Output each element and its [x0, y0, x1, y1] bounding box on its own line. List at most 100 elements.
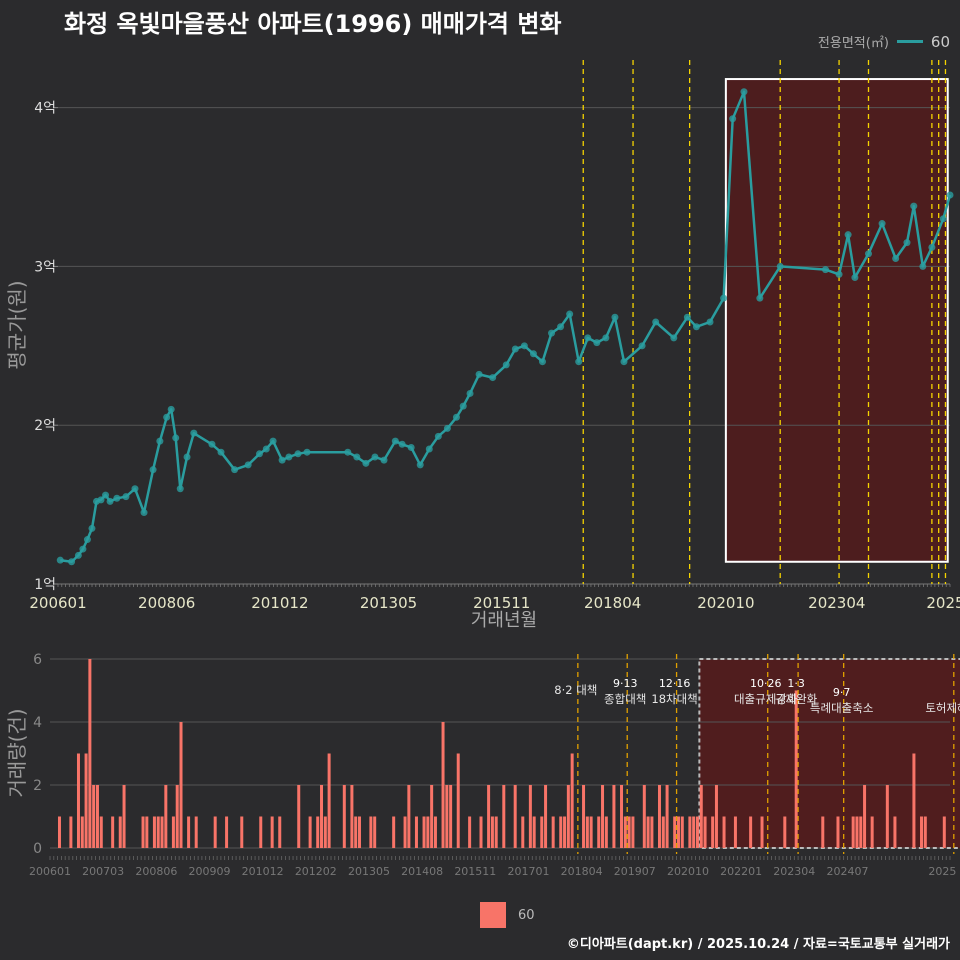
x-tick-label: 202010 [697, 594, 754, 612]
policy-annotation-label: 토허제해제 [925, 701, 960, 715]
volume-bar [851, 816, 855, 848]
volume-bar [84, 753, 88, 848]
bar-y-tick-label: 0 [33, 841, 42, 857]
volume-bar [69, 816, 73, 848]
price-point [776, 262, 784, 270]
volume-bar [612, 785, 616, 848]
bar-x-tick-label: 201012 [242, 865, 284, 878]
price-point [303, 448, 311, 456]
price-point [864, 250, 872, 258]
price-point [88, 524, 96, 532]
price-point [821, 266, 829, 274]
volume-bar [703, 816, 707, 848]
volume-bar [521, 816, 525, 848]
bar-x-tick-label: 201804 [561, 865, 603, 878]
legend-title: 전용면적(㎡) [817, 36, 889, 51]
volume-bar [688, 816, 692, 848]
volume-bar [156, 816, 160, 848]
price-point [83, 536, 91, 544]
volume-bar [836, 816, 840, 848]
bar-x-tick-label: 201511 [454, 865, 496, 878]
volume-bar [859, 816, 863, 848]
price-point [459, 402, 467, 410]
price-point [611, 313, 619, 321]
price-point [892, 254, 900, 262]
price-point [475, 370, 483, 378]
price-point [434, 432, 442, 440]
price-point [466, 389, 474, 397]
price-point [946, 191, 954, 199]
volume-bar [88, 659, 92, 848]
volume-bar [122, 785, 126, 848]
volume-bar [95, 785, 99, 848]
volume-bar [422, 816, 426, 848]
bar-x-tick-label: 201305 [348, 865, 390, 878]
price-point [720, 294, 728, 302]
volume-bar [585, 816, 589, 848]
x-tick-label: 201804 [584, 594, 641, 612]
policy-annotation-date: 1·3 [787, 677, 805, 690]
volume-bar [620, 785, 624, 848]
price-point [835, 270, 843, 278]
legend-line-swatch [896, 40, 923, 43]
volume-bar [821, 816, 825, 848]
y-tick-label: 4억 [34, 101, 56, 117]
volume-bar [646, 816, 650, 848]
y-tick-label: 3억 [34, 259, 56, 275]
volume-bar [426, 816, 430, 848]
price-point [928, 243, 936, 251]
price-point [511, 345, 519, 353]
volume-bar [357, 816, 361, 848]
volume-bar [885, 785, 889, 848]
price-point [140, 509, 148, 517]
bar-x-tick-label: 202010 [667, 865, 709, 878]
bar-x-tick-label: 200703 [82, 865, 124, 878]
volume-bar [623, 816, 627, 848]
volume-bar [320, 785, 324, 848]
highlight-region [725, 79, 948, 562]
policy-annotation-label: 대출규제강화 [734, 692, 798, 706]
volume-bar [369, 816, 373, 848]
price-point [740, 88, 748, 96]
volume-bar [76, 753, 80, 848]
price-point [756, 294, 764, 302]
price-point [602, 334, 610, 342]
volume-bar [433, 816, 437, 848]
volume-bar [528, 785, 532, 848]
legend-value: 60 [930, 32, 950, 51]
volume-bar [665, 785, 669, 848]
price-point [407, 443, 415, 451]
volume-bar [213, 816, 217, 848]
volume-bar [354, 816, 358, 848]
volume-bar [540, 816, 544, 848]
x-axis-title: 거래년월 [471, 610, 537, 631]
volume-bar [171, 816, 175, 848]
volume-bar [259, 816, 263, 848]
volume-bar [563, 816, 567, 848]
bar-x-tick-label: 202201 [720, 865, 762, 878]
volume-bar [407, 785, 411, 848]
volume-bar [479, 816, 483, 848]
volume-bar [749, 816, 753, 848]
price-point [56, 556, 64, 564]
price-point [74, 551, 82, 559]
price-point [425, 445, 433, 453]
bar-x-tick-label: 201701 [507, 865, 549, 878]
volume-bar [316, 816, 320, 848]
price-point [149, 466, 157, 474]
volume-bar [532, 816, 536, 848]
volume-bar [733, 816, 737, 848]
bar-x-tick-label: 200806 [135, 865, 177, 878]
policy-annotation-date: 10·26 [750, 677, 782, 690]
volume-bar [327, 753, 331, 848]
volume-bar [449, 785, 453, 848]
volume-bar [490, 816, 494, 848]
price-point [851, 274, 859, 282]
legend-bar-swatch [480, 902, 506, 928]
price-point [520, 342, 528, 350]
price-point [294, 450, 302, 458]
volume-bar [57, 816, 61, 848]
policy-annotation-label: 종합대책 [604, 692, 646, 706]
price-point [398, 440, 406, 448]
